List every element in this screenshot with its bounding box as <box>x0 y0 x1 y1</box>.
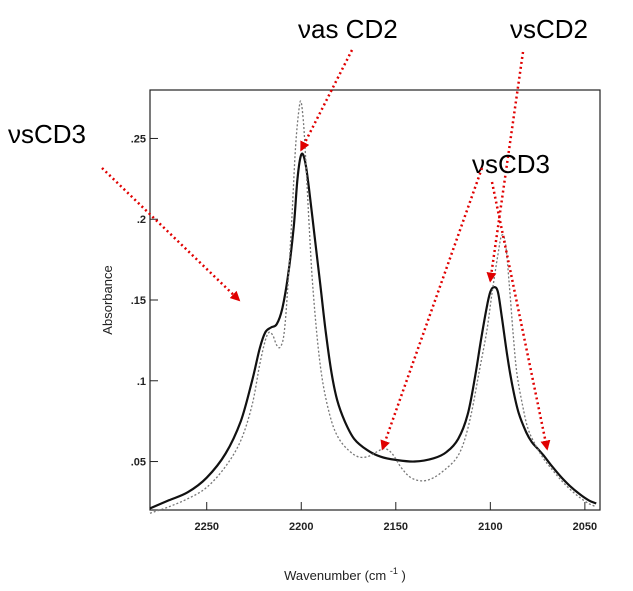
x-axis-title-close: ) <box>402 568 406 583</box>
x-axis-title-unit-exponent: -1 <box>390 566 398 576</box>
annotation-vs-cd3-right-arrow <box>380 167 484 451</box>
y-tick-label-2: .15 <box>131 295 146 307</box>
x-axis: 2250 2200 2150 2100 2050 <box>194 502 597 533</box>
x-axis-title: Wavenumber (cm -1 ) <box>284 562 406 583</box>
x-tick-label-1: 2200 <box>289 521 313 533</box>
series-line-dotted <box>149 100 597 514</box>
y-tick-label-4: .25 <box>131 133 146 145</box>
series-layer <box>149 100 597 514</box>
y-tick-label-3: .2 <box>137 214 146 226</box>
annotations: νas CD2 νsCD2 νsCD3 νsCD3 <box>8 14 588 451</box>
x-tick-label-2: 2150 <box>384 521 408 533</box>
annotation-vs-cd3-left-label: νsCD3 <box>8 119 86 149</box>
annotation-vs-cd2-peak-arrow <box>486 51 525 283</box>
x-tick-label-4: 2050 <box>573 521 597 533</box>
x-axis-title-main: Wavenumber (cm <box>284 568 386 583</box>
y-tick-label-0: .05 <box>131 457 146 469</box>
series-line-solid <box>149 152 597 510</box>
x-tick-label-0: 2250 <box>194 521 218 533</box>
annotation-vs-cd2-shoulder-arrow <box>490 181 551 451</box>
y-axis-title: Absorbance <box>100 265 115 334</box>
annotation-vas-cd2-label: νas CD2 <box>298 14 398 44</box>
annotation-vs-cd3-right-label: νsCD3 <box>472 149 550 179</box>
x-tick-label-3: 2100 <box>478 521 502 533</box>
y-tick-label-1: .1 <box>137 376 146 388</box>
annotation-vs-cd2-peak-label: νsCD2 <box>510 14 588 44</box>
annotation-vas-cd2-arrow <box>300 49 354 152</box>
annotation-vs-cd3-left-arrow <box>101 167 241 302</box>
y-axis: .05 .1 .15 .2 .25 <box>131 133 158 469</box>
